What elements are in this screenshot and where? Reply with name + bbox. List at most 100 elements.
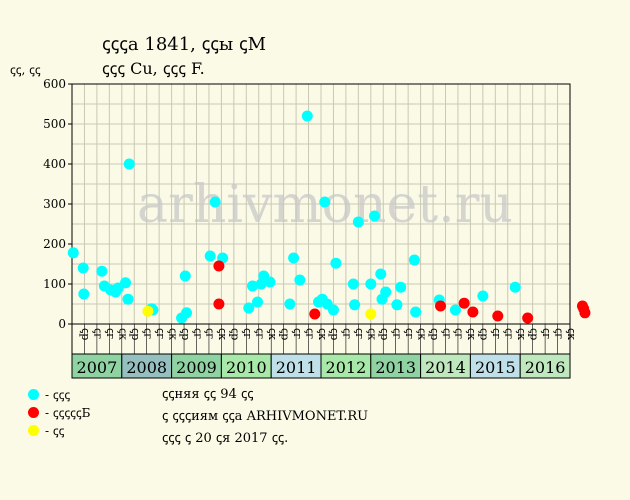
x-tick-label: ꞔг xyxy=(540,328,553,339)
data-point-cyan xyxy=(395,281,407,293)
x-tick-label: ꞔг xyxy=(92,328,105,339)
data-point-cyan xyxy=(78,288,90,300)
x-tick-label: ꞔг xyxy=(440,328,453,339)
x-tick-label: ꞔг xyxy=(191,328,204,339)
x-tick-label: ꞔк xyxy=(117,328,130,340)
data-point-yellow xyxy=(142,305,154,317)
year-band xyxy=(171,353,222,379)
data-point-cyan xyxy=(181,307,193,319)
legend-label: - ꞔꞔꞔꞔꞔБ xyxy=(45,405,91,420)
plot-frame xyxy=(71,83,571,325)
data-point-cyan xyxy=(120,277,132,289)
year-label: 2013 xyxy=(375,358,416,377)
x-tick-label: ꞔр xyxy=(328,328,341,340)
y-tick-label: 100 xyxy=(43,277,66,291)
data-point-cyan xyxy=(352,216,364,228)
y-tick-label: 200 xyxy=(43,237,66,251)
year-label: 2007 xyxy=(77,358,118,377)
data-point-cyan xyxy=(410,306,422,318)
y-tick-label: 300 xyxy=(43,197,66,211)
y-axis-unit-label: ꞔꞔ, ꞔꞔ xyxy=(10,63,41,77)
x-tick-label: ꞔк xyxy=(415,328,428,340)
year-label: 2016 xyxy=(525,358,566,377)
year-band xyxy=(121,353,173,379)
data-point-cyan xyxy=(67,247,79,259)
year-band xyxy=(270,353,322,379)
x-tick-label: ꞔг xyxy=(141,328,154,339)
year-label: 2014 xyxy=(425,358,466,377)
data-point-cyan xyxy=(179,270,191,282)
x-tick-label: ꞔг xyxy=(490,328,503,339)
year-label: 2008 xyxy=(126,358,167,377)
data-point-cyan xyxy=(123,158,135,170)
data-point-cyan xyxy=(243,302,255,314)
x-tick-label: ꞔр xyxy=(527,328,540,340)
x-tick-label: ꞔр xyxy=(478,328,491,340)
data-point-red xyxy=(458,297,470,309)
year-band xyxy=(519,353,571,379)
legend: - ꞔꞔꞔ - ꞔꞔꞔꞔꞔБ - ꞔꞔ xyxy=(28,385,91,439)
legend-label: - ꞔꞔ xyxy=(45,423,65,438)
x-tick-label: ꞔг xyxy=(453,328,466,339)
data-point-cyan xyxy=(284,298,296,310)
x-tick-label: ꞔг xyxy=(341,328,354,339)
x-tick-label: ꞔр xyxy=(129,328,142,340)
x-tick-label: ꞔг xyxy=(303,328,316,339)
legend-item-cyan: - ꞔꞔꞔ xyxy=(28,385,91,403)
data-point-cyan xyxy=(391,299,403,311)
data-point-cyan xyxy=(509,281,521,293)
data-point-cyan xyxy=(369,210,381,222)
note-average-price: ꞔꞔняя ꞔꞔ 94 ꞔꞔ xyxy=(162,387,254,402)
x-tick-label: ꞔк xyxy=(465,328,478,340)
y-tick-label: 500 xyxy=(43,117,66,131)
chart-title: ꞔꞔꞔа 1841, ꞔꞔы ꞔМ xyxy=(102,34,267,55)
x-tick-label: ꞔг xyxy=(291,328,304,339)
data-point-cyan xyxy=(247,280,259,292)
data-point-cyan xyxy=(209,196,221,208)
data-point-yellow xyxy=(365,308,377,320)
data-point-cyan xyxy=(122,293,134,305)
x-tick-label: ꞔг xyxy=(353,328,366,339)
x-tick-label: ꞔг xyxy=(403,328,416,339)
data-point-red xyxy=(213,260,225,272)
x-tick-label: ꞔр xyxy=(278,328,291,340)
data-point-cyan xyxy=(380,286,392,298)
x-tick-label: ꞔг xyxy=(104,328,117,339)
legend-label: - ꞔꞔꞔ xyxy=(45,387,71,402)
data-point-cyan xyxy=(252,296,264,308)
notes-block: ꞔꞔняя ꞔꞔ 94 ꞔꞔ ꞔ ꞔꞔꞔиям ꞔꞔа ARHIVMONET.R… xyxy=(162,384,368,450)
x-tick-label: ꞔр xyxy=(378,328,391,340)
x-tick-label: ꞔк xyxy=(216,328,229,340)
data-point-red xyxy=(309,308,321,320)
x-tick-label: ꞔг xyxy=(204,328,217,339)
data-point-cyan xyxy=(449,304,461,316)
data-point-cyan xyxy=(288,252,300,264)
legend-item-red: - ꞔꞔꞔꞔꞔБ xyxy=(28,403,91,421)
x-tick-label: ꞔр xyxy=(179,328,192,340)
x-tick-label: ꞔг xyxy=(254,328,267,339)
x-tick-label: ꞔг xyxy=(154,328,167,339)
y-tick-label: 600 xyxy=(43,77,66,91)
x-tick-label: ꞔк xyxy=(166,328,179,340)
y-tick-label: 400 xyxy=(43,157,66,171)
data-point-cyan xyxy=(264,276,276,288)
y-tick-label: 0 xyxy=(58,317,66,331)
x-tick-label: ꞔр xyxy=(229,328,242,340)
data-point-red xyxy=(467,306,479,318)
data-point-red xyxy=(213,298,225,310)
note-source: ꞔ ꞔꞔꞔиям ꞔꞔа ARHIVMONET.RU xyxy=(162,409,369,424)
x-tick-label: ꞔк xyxy=(366,328,379,340)
data-point-cyan xyxy=(349,299,361,311)
legend-item-yellow: - ꞔꞔ xyxy=(28,421,91,439)
year-label: 2009 xyxy=(176,358,217,377)
data-point-cyan xyxy=(327,304,339,316)
data-point-cyan xyxy=(365,278,377,290)
x-tick-label: ꞔр xyxy=(428,328,441,340)
x-tick-label: ꞔк xyxy=(266,328,279,340)
data-point-cyan xyxy=(77,262,89,274)
x-tick-label: ꞔк xyxy=(515,328,528,340)
note-date: ꞔꞔꞔ ꞔ 20 ꞔя 2017 ꞔꞔ. xyxy=(162,431,289,446)
year-band xyxy=(420,353,471,379)
